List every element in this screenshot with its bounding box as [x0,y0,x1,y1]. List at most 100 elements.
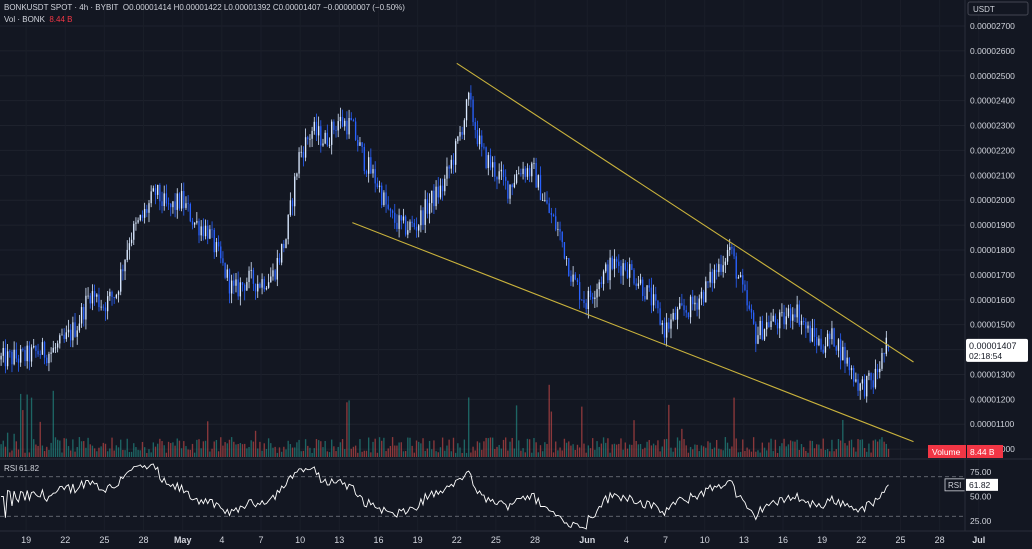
volume-bar [178,440,181,457]
volume-axis-value: 8.44 B [970,447,995,457]
volume-bar [454,452,457,457]
candle-body [74,322,76,337]
volume-label[interactable]: Vol · BONK [4,15,45,24]
rsi-line [1,463,889,530]
volume-bar [607,438,609,457]
candle-body [159,184,161,202]
volume-bar [307,445,309,457]
candle-body [674,312,677,320]
volume-bar [211,448,213,457]
volume-bar [80,441,83,457]
volume-bar [261,450,263,457]
volume-bar [381,440,383,457]
candle-body [389,208,392,211]
candle-body [578,282,581,300]
volume-bar [772,451,774,457]
volume-bar [770,438,772,457]
volume-bar [731,446,733,457]
candle-body [217,242,220,247]
volume-bar [309,447,311,457]
candle-body [196,221,198,223]
volume-bar [415,440,418,457]
candle-body [683,305,685,311]
volume-bar [679,440,681,457]
candle-body [426,199,429,214]
candle-body [46,357,48,364]
volume-bar [611,444,613,457]
time-tick-label: 28 [935,535,945,545]
volume-bar [872,440,874,457]
candle-body [4,347,7,367]
time-tick-label: 19 [817,535,827,545]
candle-body [785,316,787,325]
candle-body [594,297,596,300]
volume-bar [587,445,590,457]
volume-bar [646,441,648,457]
volume-bar [418,441,420,457]
volume-bar [302,450,305,457]
candle-body [757,335,759,344]
candle-body [59,335,61,344]
volume-bar [694,444,696,457]
candle-body [581,299,583,301]
volume-bar [800,444,803,457]
candle-body [755,323,757,344]
candle-body [370,157,372,174]
price-tick-label: 0.00001200 [970,394,1015,404]
rsi-label[interactable]: RSI [4,464,17,473]
candle-body [600,282,603,284]
candle-body [826,333,829,347]
volume-bar [831,439,833,457]
volume-bar [465,452,468,457]
close-label: C [272,3,279,12]
candle-body [759,320,761,336]
volume-bar [528,439,531,457]
candle-body [56,343,59,348]
candle-body [396,222,398,229]
candle-body [715,269,718,273]
volume-bar [111,437,113,457]
symbol-title[interactable]: BONKUSDT SPOT · 4h · BYBIT [4,3,119,12]
volume-bar [324,441,326,457]
volume-bar [280,451,283,457]
candle-body [433,190,435,207]
volume-bar [263,443,265,457]
candle-body [63,334,65,339]
volume-bar [689,446,692,457]
candle-body [296,173,298,177]
volume-bar [539,445,542,457]
candle-body [324,132,326,144]
volume-bar [265,449,268,457]
candle-body [642,279,644,297]
volume-bar [104,443,107,457]
trendline-upper[interactable] [456,62,914,363]
volume-bar [46,446,48,457]
candle-body [792,314,794,321]
candle-body [494,162,496,177]
candle-body [209,229,211,239]
candle-body [261,279,263,288]
volume-bar [452,437,455,457]
currency-badge[interactable] [967,1,1029,16]
candle-body [470,92,472,100]
volume-bar [665,438,668,457]
volume-bar [30,397,33,457]
volume-bar [391,437,394,457]
volume-bar [56,439,59,457]
candle-body [768,322,770,327]
candle-body [43,342,46,358]
candle-body [705,281,707,303]
volume-bar [0,444,2,457]
trendline-lower[interactable] [352,222,914,443]
time-tick-label: 19 [413,535,423,545]
trendlines[interactable] [352,62,914,443]
volume-bar [550,411,553,457]
candle-body [620,266,622,276]
candle-body [515,173,518,183]
candle-body [398,215,400,229]
price-tick-label: 0.00001600 [970,295,1015,305]
candle-body [639,279,642,284]
volume-bar [320,441,322,457]
candle-body [70,329,72,341]
